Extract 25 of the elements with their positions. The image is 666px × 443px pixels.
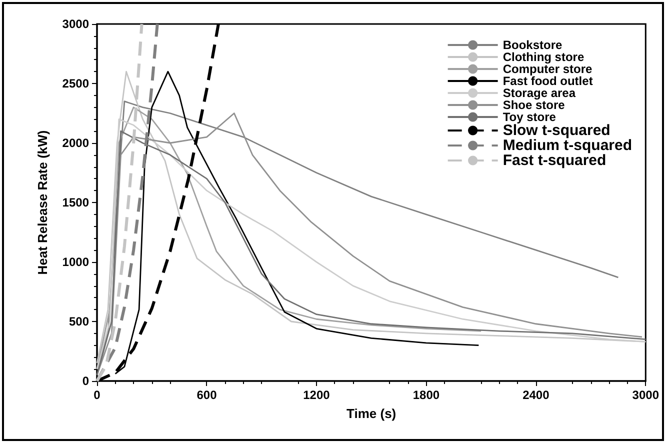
- legend-label: Computer store: [502, 62, 592, 76]
- legend-label: Shoe store: [502, 98, 566, 112]
- y-tick-label: 1500: [62, 196, 90, 210]
- x-tick-label: 2400: [522, 388, 550, 402]
- legend-label: Storage area: [502, 86, 576, 100]
- x-axis-title: Time (s): [346, 406, 396, 421]
- y-tick-label: 1000: [62, 255, 90, 269]
- legend-label: Toy store: [502, 110, 556, 124]
- legend-label: Clothing store: [502, 50, 584, 64]
- y-axis-title: Heat Release Rate (kW): [35, 130, 50, 275]
- y-tick-label: 0: [82, 374, 90, 388]
- x-tick-label: 1200: [303, 388, 330, 402]
- x-tick-label: 1800: [412, 388, 440, 402]
- x-tick-label: 0: [94, 388, 101, 402]
- legend-label: Fast food outlet: [502, 74, 593, 88]
- y-tick-label: 3000: [62, 17, 90, 31]
- y-tick-label: 500: [68, 314, 90, 328]
- legend-label: Slow t-squared: [502, 122, 610, 139]
- legend-label: Bookstore: [502, 38, 562, 52]
- y-tick-label: 2500: [62, 76, 90, 90]
- legend-label: Medium t-squared: [502, 137, 632, 154]
- x-tick-label: 3000: [632, 388, 660, 402]
- y-tick-label: 2000: [62, 136, 90, 150]
- legend-label: Fast t-squared: [502, 152, 606, 169]
- x-tick-label: 600: [196, 388, 218, 402]
